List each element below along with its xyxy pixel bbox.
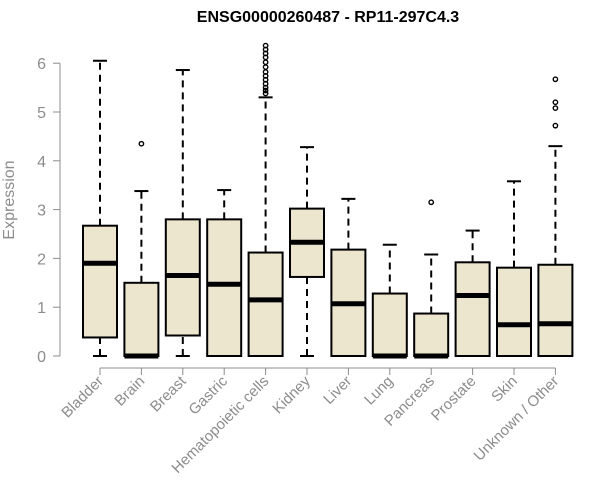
y-tick-label: 2 (37, 251, 46, 268)
box-iqr (454, 261, 491, 357)
x-tick-label: Skin (488, 373, 521, 406)
y-tick-label: 4 (37, 154, 46, 171)
chart-title: ENSG00000260487 - RP11-297C4.3 (197, 9, 460, 26)
box-iqr (371, 292, 408, 358)
y-tick-label: 5 (37, 105, 46, 122)
box-breast (164, 69, 201, 357)
x-tick-label: Bladder (58, 373, 107, 422)
outlier-point (262, 64, 269, 71)
x-tick-label: Brain (111, 373, 148, 410)
box-iqr (496, 266, 532, 357)
outlier-point (262, 69, 269, 75)
box-pancreas (413, 199, 450, 359)
y-axis: 0 1 2 3 4 5 6 (37, 56, 61, 366)
outlier-point (138, 140, 145, 147)
outlier-point (552, 122, 559, 129)
box-skin (496, 180, 532, 357)
y-tick-label: 0 (37, 349, 46, 366)
outlier-point (262, 90, 269, 97)
box-prostate (454, 229, 491, 357)
box-lung (371, 243, 408, 359)
box-iqr (247, 251, 284, 358)
box-kidney (289, 146, 325, 357)
box-iqr (206, 218, 243, 357)
x-tick-label: Prostate (428, 373, 480, 425)
boxes-group (82, 42, 574, 359)
y-axis-label: Expression (1, 160, 18, 239)
y-tick-label: 3 (37, 203, 46, 220)
box-bladder (82, 59, 118, 357)
y-tick-label: 1 (37, 300, 46, 317)
box-iqr (123, 281, 160, 357)
x-tick-label: Liver (320, 373, 355, 408)
box-iqr (82, 224, 118, 339)
box-unknown-other (537, 76, 574, 357)
x-tick-label: Kidney (269, 372, 314, 417)
box-hematopoietic-cells (247, 42, 284, 358)
box-iqr (537, 263, 574, 357)
box-brain (123, 140, 160, 359)
box-liver (330, 197, 367, 357)
box-iqr (413, 312, 450, 358)
outlier-point (262, 42, 269, 49)
outlier-point (552, 99, 559, 106)
outlier-point (552, 76, 559, 83)
y-tick-label: 6 (37, 56, 46, 73)
outlier-point (262, 59, 269, 66)
x-tick-label: Lung (361, 373, 397, 409)
box-gastric (206, 189, 243, 357)
x-tick-label: Breast (147, 372, 190, 415)
outlier-point (262, 87, 269, 94)
outlier-point (428, 199, 435, 206)
outlier-point (552, 105, 559, 111)
